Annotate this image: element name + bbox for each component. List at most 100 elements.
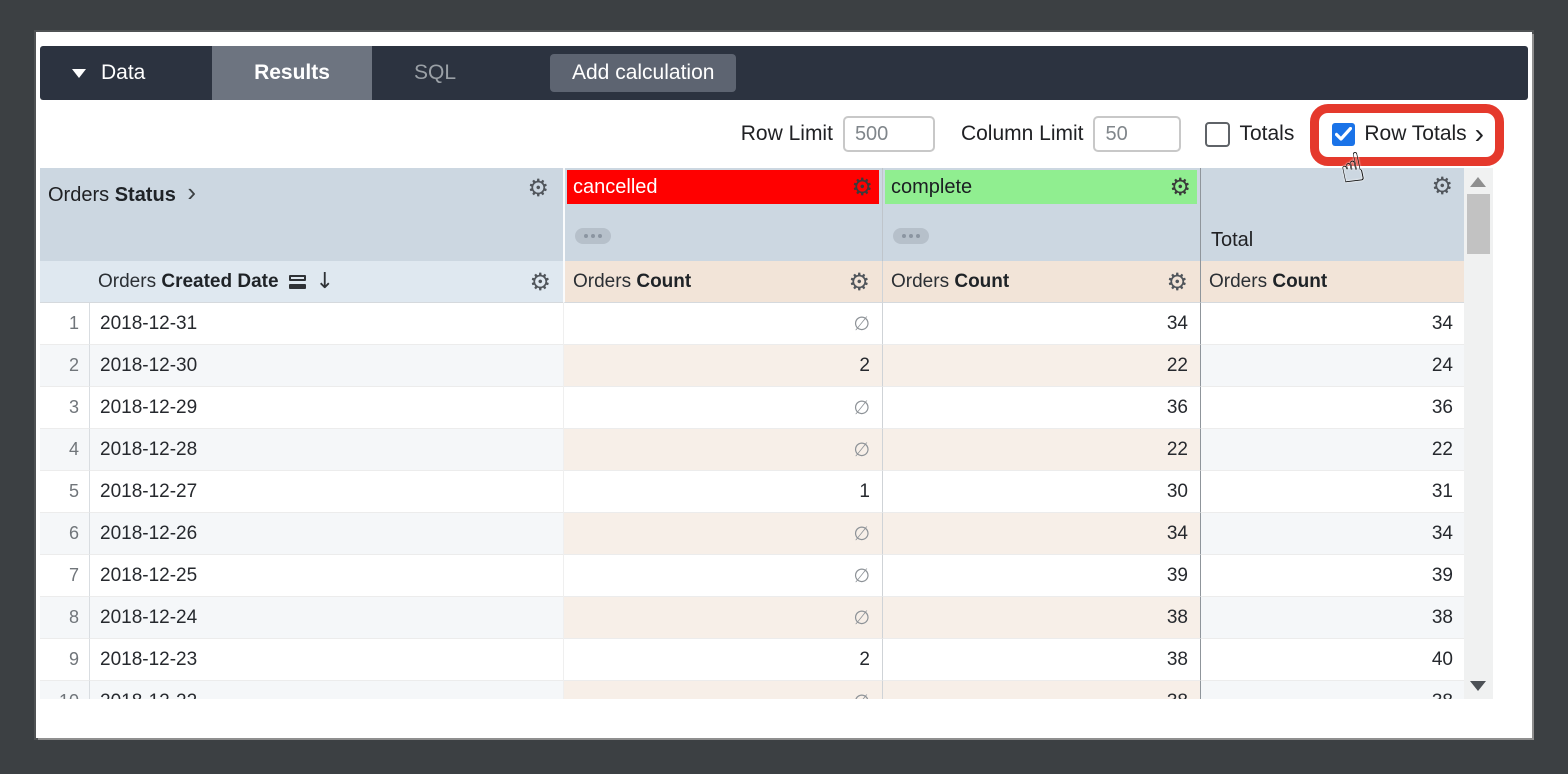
vertical-scrollbar[interactable] (1464, 168, 1493, 699)
scrollbar-thumb[interactable] (1467, 194, 1490, 254)
results-panel: Data Results SQL Add calculation Row Lim… (36, 32, 1532, 738)
row-number-cell: 1 (40, 303, 90, 345)
pivot-options-ellipsis-button[interactable] (575, 228, 611, 244)
complete-count-cell[interactable]: 39 (882, 555, 1200, 597)
complete-count-cell[interactable]: 38 (882, 597, 1200, 639)
row-number-cell: 7 (40, 555, 90, 597)
pivot-results-table: Orders Status › ⚙ cancelled ⚙ complete ⚙… (40, 168, 1465, 699)
complete-count-cell[interactable]: 36 (882, 387, 1200, 429)
gear-icon[interactable]: ⚙ (851, 173, 873, 201)
date-cell[interactable]: 2018-12-31 (90, 303, 563, 345)
row-total-cell[interactable]: 22 (1200, 429, 1465, 471)
date-cell[interactable]: 2018-12-26 (90, 513, 563, 555)
complete-count-cell[interactable]: 38 (882, 681, 1200, 699)
date-cell[interactable]: 2018-12-29 (90, 387, 563, 429)
chevron-right-icon[interactable]: › (1474, 118, 1484, 149)
checkmark-icon (1335, 127, 1353, 141)
complete-count-cell[interactable]: 34 (882, 513, 1200, 555)
cancelled-count-cell[interactable]: 2 (563, 639, 882, 681)
row-limit-input[interactable] (842, 116, 935, 152)
date-cell[interactable]: 2018-12-30 (90, 345, 563, 387)
tab-sql[interactable]: SQL (413, 61, 457, 84)
explorer-tab-bar: Data Results SQL Add calculation (40, 46, 1528, 100)
row-totals-checkbox[interactable] (1332, 122, 1356, 146)
add-calculation-button[interactable]: Add calculation (550, 54, 737, 92)
gear-icon[interactable]: ⚙ (529, 267, 551, 296)
column-limit-label: Column Limit (960, 122, 1084, 145)
column-limit-input[interactable] (1093, 116, 1182, 152)
row-number-cell: 2 (40, 345, 90, 387)
cancelled-count-cell[interactable]: ∅ (563, 303, 882, 345)
pivot-header-orders-status[interactable]: Orders Status › ⚙ (40, 168, 563, 261)
cancelled-count-cell[interactable]: ∅ (563, 513, 882, 555)
caret-down-icon (72, 68, 86, 78)
complete-value-bar: complete ⚙ (885, 170, 1197, 204)
row-total-cell[interactable]: 38 (1200, 597, 1465, 639)
cancelled-count-cell[interactable]: 2 (563, 345, 882, 387)
gear-icon[interactable]: ⚙ (848, 267, 870, 296)
date-cell[interactable]: 2018-12-25 (90, 555, 563, 597)
complete-count-cell[interactable]: 38 (882, 639, 1200, 681)
cancelled-count-cell[interactable]: ∅ (563, 597, 882, 639)
cancelled-count-cell[interactable]: 1 (563, 471, 882, 513)
gear-icon[interactable]: ⚙ (1166, 267, 1188, 296)
complete-count-cell[interactable]: 34 (882, 303, 1200, 345)
column-header-orders-count-cancelled[interactable]: Orders Count ⚙ (563, 261, 882, 303)
orders-created-date-label: Orders Created Date (98, 270, 279, 292)
totals-checkbox[interactable] (1205, 121, 1231, 147)
column-header-orders-count-complete[interactable]: Orders Count ⚙ (882, 261, 1200, 303)
cancelled-count-cell[interactable]: ∅ (563, 387, 882, 429)
date-cell[interactable]: 2018-12-28 (90, 429, 563, 471)
null-value: ∅ (853, 438, 870, 461)
null-value: ∅ (853, 564, 870, 587)
pivot-header-complete[interactable]: complete ⚙ (882, 168, 1200, 261)
complete-count-cell[interactable]: 22 (882, 429, 1200, 471)
row-limit-label: Row Limit (740, 122, 833, 145)
cancelled-value-bar: cancelled ⚙ (567, 170, 879, 204)
null-value: ∅ (853, 312, 870, 335)
null-value: ∅ (853, 606, 870, 629)
date-cell[interactable]: 2018-12-24 (90, 597, 563, 639)
orders-count-label: Orders Count (573, 270, 692, 292)
column-header-orders-created-date[interactable]: Orders Created Date ↓ ⚙ (40, 261, 563, 303)
row-total-cell[interactable]: 34 (1200, 303, 1465, 345)
complete-label: complete (891, 175, 973, 198)
row-total-cell[interactable]: 31 (1200, 471, 1465, 513)
column-header-orders-count-total[interactable]: Orders Count (1200, 261, 1465, 303)
row-totals-label: Row Totals (1364, 122, 1467, 145)
complete-count-cell[interactable]: 22 (882, 345, 1200, 387)
cancelled-count-cell[interactable]: ∅ (563, 429, 882, 471)
gear-icon[interactable]: ⚙ (527, 174, 549, 202)
orders-count-label: Orders Count (1209, 270, 1328, 292)
tab-data[interactable]: Data (40, 46, 212, 100)
date-cell[interactable]: 2018-12-22 (90, 681, 563, 699)
row-number-cell: 6 (40, 513, 90, 555)
scroll-down-arrow[interactable] (1470, 681, 1486, 691)
subtotal-layers-icon[interactable] (288, 274, 306, 289)
cancelled-count-cell[interactable]: ∅ (563, 555, 882, 597)
totals-label: Totals (1239, 122, 1295, 145)
complete-count-cell[interactable]: 30 (882, 471, 1200, 513)
gear-icon[interactable]: ⚙ (1431, 172, 1453, 200)
gear-icon[interactable]: ⚙ (1169, 173, 1191, 201)
date-cell[interactable]: 2018-12-23 (90, 639, 563, 681)
sort-descending-icon[interactable]: ↓ (315, 269, 335, 294)
cancelled-count-cell[interactable]: ∅ (563, 681, 882, 699)
row-total-cell[interactable]: 24 (1200, 345, 1465, 387)
row-total-cell[interactable]: 34 (1200, 513, 1465, 555)
cancelled-label: cancelled (573, 175, 658, 198)
row-total-cell[interactable]: 39 (1200, 555, 1465, 597)
row-number-cell: 8 (40, 597, 90, 639)
pivot-header-total[interactable]: ⚙ Total (1200, 168, 1465, 261)
row-number-cell: 5 (40, 471, 90, 513)
pivot-header-cancelled[interactable]: cancelled ⚙ (563, 168, 882, 261)
row-total-cell[interactable]: 38 (1200, 681, 1465, 699)
row-total-cell[interactable]: 40 (1200, 639, 1465, 681)
pivot-options-ellipsis-button[interactable] (893, 228, 929, 244)
null-value: ∅ (853, 691, 870, 700)
tab-results[interactable]: Results (212, 46, 372, 100)
date-cell[interactable]: 2018-12-27 (90, 471, 563, 513)
scroll-up-arrow[interactable] (1470, 177, 1486, 187)
row-total-cell[interactable]: 36 (1200, 387, 1465, 429)
row-totals-control: Row Totals › ☝ (1310, 104, 1504, 194)
